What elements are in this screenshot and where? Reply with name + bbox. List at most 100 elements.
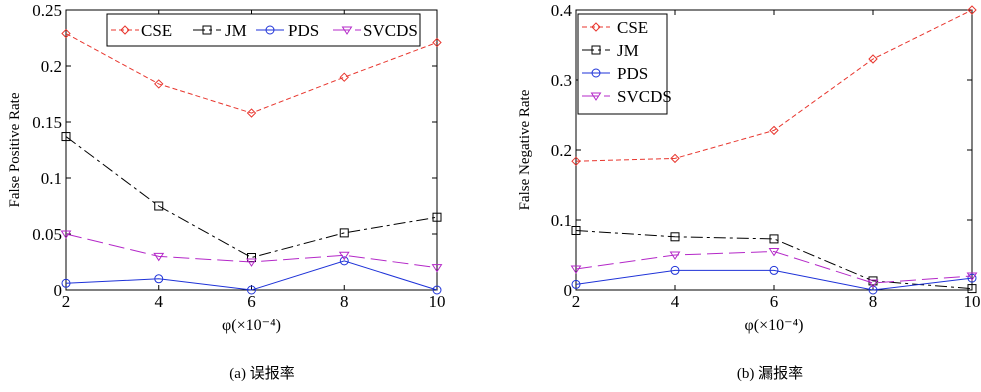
x-axis-label: φ(×10⁻⁴)	[745, 317, 804, 334]
data-point	[967, 273, 977, 283]
data-point	[868, 285, 878, 295]
data-point	[432, 212, 442, 222]
data-point	[867, 279, 879, 288]
y-axis-label: False Positive Rate	[7, 92, 23, 207]
series-svcds	[570, 248, 978, 288]
series-line	[575, 230, 973, 290]
series-line	[575, 250, 973, 284]
data-point	[61, 132, 71, 142]
series-line	[65, 33, 438, 114]
legend-marker	[265, 25, 275, 35]
data-point	[154, 79, 164, 89]
data-point	[571, 226, 581, 235]
x-tick-label: 10	[429, 292, 446, 311]
data-point	[339, 72, 349, 82]
series-cse	[571, 5, 977, 166]
series-cse	[61, 28, 442, 118]
legend-marker	[591, 45, 601, 55]
legend-label: JM	[617, 41, 639, 60]
x-axis-label: φ(×10⁻⁴)	[222, 317, 281, 334]
y-tick-label: 0.1	[551, 211, 572, 230]
legend-entry-pds: PDS	[256, 21, 319, 40]
legend: CSE JM PDS SVCDS	[577, 13, 672, 115]
series-line	[575, 9, 973, 162]
data-point	[768, 248, 780, 257]
data-point	[571, 279, 581, 289]
y-tick-label: 0	[564, 281, 573, 300]
y-tick-label: 0.2	[41, 57, 62, 76]
x-tick-label: 10	[964, 292, 981, 311]
data-point	[670, 153, 680, 164]
y-tick-label: 0	[54, 281, 63, 300]
data-point	[431, 264, 443, 273]
data-point	[247, 253, 256, 263]
data-point	[247, 285, 256, 295]
x-tick-label: 4	[155, 292, 164, 311]
legend-entry-jm: JM	[193, 21, 247, 40]
panel-caption: (a) 误报率	[229, 365, 294, 382]
data-point	[154, 201, 164, 211]
data-point	[670, 265, 680, 275]
x-tick-label: 2	[572, 292, 581, 311]
legend-marker	[591, 68, 601, 78]
legend-entry-svcds: SVCDS	[582, 87, 672, 106]
y-tick-label: 0.15	[32, 113, 62, 132]
series-pds	[571, 265, 977, 295]
legend-marker	[120, 25, 130, 35]
series-pds	[61, 256, 442, 295]
x-tick-label: 8	[869, 292, 878, 311]
data-point	[432, 285, 442, 295]
data-point	[769, 234, 779, 244]
data-point	[246, 258, 257, 267]
data-point	[432, 37, 442, 48]
legend-label: CSE	[141, 21, 172, 40]
data-point	[338, 251, 350, 261]
legend-entry-svcds: SVCDS	[333, 21, 418, 40]
legend-box	[577, 13, 668, 115]
legend-label: PDS	[617, 64, 648, 83]
series-line	[575, 269, 973, 291]
data-point	[339, 256, 349, 266]
y-tick-label: 0.3	[551, 71, 572, 90]
chart-panel-a: 0 0.05 0.1 0.15 0.2 0.25 2 4 6 8 10 φ(×10⁻⁴) False P…	[7, 1, 446, 382]
data-point	[571, 156, 581, 166]
x-tick-label: 8	[340, 292, 349, 311]
series-line	[65, 136, 438, 259]
data-point	[61, 28, 71, 39]
data-point	[966, 272, 978, 281]
data-point	[246, 108, 257, 118]
data-point	[769, 265, 779, 275]
panel-caption: (b) 漏报率	[737, 365, 803, 382]
data-point	[967, 284, 977, 294]
y-tick-label: 0.2	[551, 141, 572, 160]
chart-panel-b: 0 0.1 0.2 0.3 0.4 2 4 6 8 10 φ(×10⁻⁴) False Negativ…	[517, 1, 981, 382]
x-tick-label: 4	[671, 292, 680, 311]
x-tick-label: 2	[62, 292, 71, 311]
legend-label: JM	[225, 21, 247, 40]
data-point	[339, 228, 349, 238]
data-point	[669, 251, 681, 260]
y-tick-label: 0.25	[32, 1, 62, 20]
data-point	[60, 230, 72, 239]
series-jm	[571, 226, 977, 294]
legend-entry-cse: CSE	[111, 21, 172, 40]
legend-entry-jm: JM	[582, 41, 639, 60]
legend-marker	[591, 22, 601, 32]
data-point	[61, 278, 71, 288]
legend: CSE JM PDS SVCDS	[106, 13, 421, 47]
plot-area	[65, 9, 438, 291]
legend-marker	[590, 92, 602, 101]
legend-label: PDS	[288, 21, 319, 40]
legend-entry-pds: PDS	[582, 64, 648, 83]
legend-label: SVCDS	[617, 87, 672, 106]
series-line	[65, 233, 438, 269]
legend-entry-cse: CSE	[582, 18, 648, 37]
y-axis-label: False Negative Rate	[517, 89, 533, 210]
series-jm	[61, 132, 442, 263]
series-svcds	[60, 230, 443, 273]
y-tick-label: 0.05	[32, 225, 62, 244]
data-point	[154, 274, 164, 284]
data-point	[769, 125, 779, 136]
x-tick-label: 6	[247, 292, 256, 311]
